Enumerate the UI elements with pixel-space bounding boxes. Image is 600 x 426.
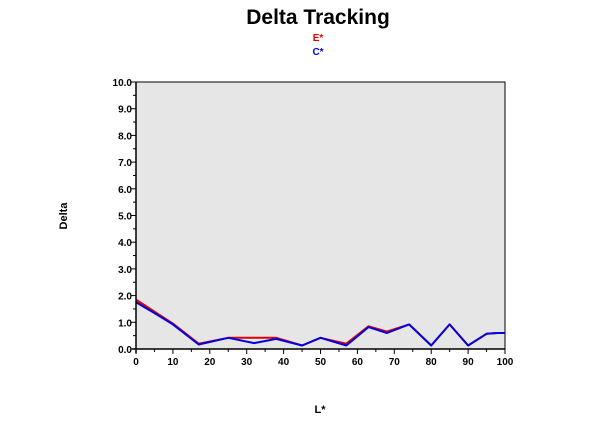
legend-entry-c-star: C*: [312, 47, 323, 58]
y-tick-label: 5.0: [118, 212, 132, 223]
x-tick-label: 70: [389, 357, 401, 368]
y-tick-label: 7.0: [118, 158, 132, 169]
axis-ticks: 0.0 1.0 2.0 3.0 4.0 5.0 6.0 7.0 8.0 9.0 10.0 0 10 20 3…: [113, 78, 514, 368]
x-tick-label: 50: [315, 357, 327, 368]
x-tick-label: 90: [463, 357, 475, 368]
y-axis-label: Delta: [58, 202, 70, 230]
x-tick-label: 10: [167, 357, 179, 368]
y-tick-label: 3.0: [118, 265, 132, 276]
y-tick-label: 1.0: [118, 318, 132, 329]
x-tick-label: 60: [352, 357, 364, 368]
y-tick-label: 9.0: [118, 105, 132, 116]
x-tick-label: 80: [426, 357, 438, 368]
series-line-c-star: [135, 301, 505, 347]
legend-entry-e-star: E*: [313, 33, 324, 44]
y-tick-label: 4.0: [118, 238, 132, 249]
plot-area: [135, 81, 506, 350]
x-tick-label: 100: [497, 357, 514, 368]
x-axis-label: L*: [315, 404, 327, 416]
x-tick-label: 20: [204, 357, 216, 368]
y-tick-label: 8.0: [118, 131, 132, 142]
x-tick-label: 0: [133, 357, 139, 368]
chart-title: Delta Tracking: [246, 6, 390, 29]
y-tick-label: 2.0: [118, 292, 132, 303]
y-tick-label: 6.0: [118, 185, 132, 196]
y-tick-label: 0.0: [118, 345, 132, 356]
x-tick-label: 40: [278, 357, 290, 368]
x-tick-label: 30: [241, 357, 253, 368]
series-layer: [135, 298, 505, 347]
y-tick-label: 10.0: [113, 78, 133, 89]
